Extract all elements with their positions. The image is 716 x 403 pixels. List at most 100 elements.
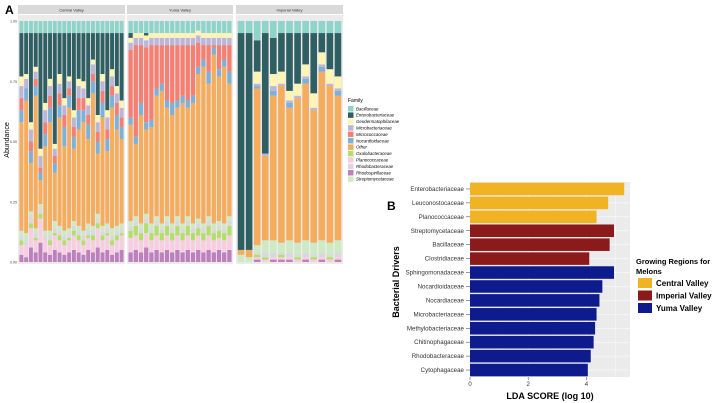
stack-segment-other [43,146,48,231]
stack-segment-geodermatophilaceae [33,66,38,72]
stack-segment-planococcaceae [302,257,309,260]
stack-segment-microbacteriaceae [57,83,62,94]
stack-segment-streptomycetaceae [57,225,62,231]
stack-segment-oxalobacteraceae [326,257,334,260]
stack-segment-other [201,66,206,224]
stack-segment-streptomycetaceae [270,240,277,253]
stack-segment-other [278,86,285,243]
stack-segment-nocardioidaceae [71,136,76,149]
stack-segment-oxalobacteraceae [211,233,216,241]
stack-segment-bacillaceae [110,21,115,34]
legend-label: Other [356,145,368,150]
stack-segment-bacillaceae [180,21,185,34]
stack-segment-geodermatophilaceae [144,35,149,41]
stack-segment-enterobacteriaceae [52,33,57,144]
stack-segment-microbacteriaceae [159,37,164,46]
stack-segment-rhodobacteraceae [294,254,301,258]
stack-segment-bacillaceae [227,21,232,34]
stack-segment-microbacteriaceae [100,81,105,91]
stack-segment-other [310,110,318,243]
stack-segment-rhodospirillaceae [19,254,24,262]
stack-segment-geodermatophilaceae [310,93,318,108]
stack-segment-other [237,249,245,255]
stack-segment-enterobacteriaceae [110,33,115,70]
stack-segment-rhodobacteraceae [302,252,309,258]
lda-x-axis-label: LDA SCORE (log 10) [506,391,593,401]
stack-segment-microbacteriaceae [216,37,222,46]
stack-segment-rhodospirillaceae [133,249,138,262]
stack-segment-bacillaceae [206,21,211,34]
lda-category-label: Sphingomonadaceae [406,270,465,277]
stack-segment-other [119,139,124,224]
stack-segment-oxalobacteraceae [180,233,185,241]
stack-segment-other [196,74,201,219]
stack-segment-rhodospirillaceae [38,242,43,262]
stack-segment-planococcaceae [154,235,159,250]
stack-segment-streptomycetaceae [114,225,119,231]
stack-segment-rhodobacteraceae [175,221,180,226]
stack-segment-enterobacteriaceae [144,33,149,36]
stack-segment-enterobacteriaceae [261,33,269,154]
stack-segment-microbacteriaceae [185,37,190,46]
stack-segment-geodermatophilaceae [28,122,33,130]
facet-strip [236,5,343,14]
stack-segment-other [190,102,196,224]
stack-segment-rhodospirillaceae [270,259,277,262]
stack-segment-streptomycetaceae [52,221,57,229]
stack-segment-enterobacteriaceae [86,33,91,99]
stack-segment-geodermatophilaceae [91,59,95,65]
stack-segment-planococcaceae [170,240,175,253]
stack-segment-rhodospirillaceae [253,259,261,262]
stack-segment-nocardioidaceae [57,105,62,118]
lda-bar-sphingomonadaceae [470,266,614,279]
stack-segment-bacillaceae [128,21,133,34]
stack-segment-micrococcaceae [110,86,115,96]
stack-segment-bacillaceae [294,21,301,34]
stack-segment-rhodospirillaceae [28,247,33,262]
stack-segment-micrococcaceae [196,42,201,67]
stack-segment-other [67,107,72,229]
lda-category-label: Nocardioidaceae [418,283,465,290]
stack-segment-other [154,95,159,217]
stack-segment-planococcaceae [211,240,216,253]
stack-segment-geodermatophilaceae [138,33,144,38]
stack-segment-nocardioidaceae [164,100,170,108]
stack-segment-rhodospirillaceae [222,252,227,262]
stack-segment-rhodobacteraceae [19,235,24,241]
stack-segment-bacillaceae [76,21,81,34]
stack-segment-enterobacteriaceae [119,33,124,101]
stack-segment-other [261,155,269,241]
legend-label: Enterobacteriaceae [356,113,395,118]
stack-segment-nocardioidaceae [227,71,232,84]
region-legend-title-2: Melons [636,267,662,276]
stack-segment-nocardioidaceae [154,88,159,96]
stack-segment-micrococcaceae [149,45,154,120]
stack-segment-rhodospirillaceae [43,252,48,262]
region-legend-label: Imperial Valley [656,292,712,301]
stack-segment-rhodospirillaceae [286,259,293,262]
stack-segment-nocardioidaceae [105,139,110,152]
stack-segment-streptomycetaceae [211,223,216,229]
legend-swatch-nocardioidaceae [348,138,354,144]
stack-segment-enterobacteriaceae [71,33,76,111]
legend-swatch-rhodobacteraceae [348,163,354,170]
stack-segment-streptomycetaceae [28,211,33,217]
stack-segment-geodermatophilaceae [119,100,124,108]
stack-segment-microbacteriaceae [95,122,100,132]
stack-segment-rhodobacteraceae [164,221,170,226]
stack-segment-bacillaceae [261,21,269,34]
stack-segment-rhodospirillaceae [190,252,196,262]
stack-segment-planococcaceae [190,240,196,253]
stack-segment-streptomycetaceae [95,213,100,219]
stack-segment-nocardioidaceae [28,151,33,164]
stack-segment-micrococcaceae [48,95,52,108]
legend-swatch-micrococcaceae [348,131,354,138]
stack-segment-rhodobacteraceae [261,252,269,258]
stack-segment-planococcaceae [149,240,154,253]
stack-segment-streptomycetaceae [170,223,175,229]
stack-segment-geodermatophilaceae [38,148,43,156]
legend-label: Streptomycetaceae [356,177,394,182]
stack-segment-microbacteriaceae [114,93,119,103]
stack-segment-rhodospirillaceae [180,252,185,262]
stack-segment-rhodospirillaceae [33,252,38,262]
